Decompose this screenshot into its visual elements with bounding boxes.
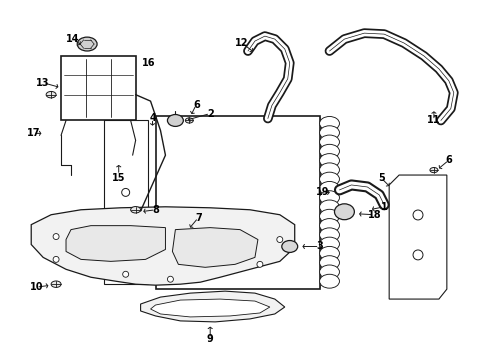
Bar: [61, 56, 135, 121]
Polygon shape: [150, 299, 269, 317]
Ellipse shape: [167, 114, 183, 126]
Ellipse shape: [122, 218, 129, 226]
Bar: [155, 116, 319, 289]
Text: 17: 17: [26, 129, 40, 138]
Ellipse shape: [185, 118, 193, 123]
Text: 10: 10: [29, 282, 43, 292]
Text: 14: 14: [66, 34, 80, 44]
Ellipse shape: [319, 219, 339, 233]
Ellipse shape: [281, 240, 297, 252]
Ellipse shape: [53, 234, 59, 239]
Ellipse shape: [319, 209, 339, 223]
Ellipse shape: [256, 261, 263, 267]
Text: 13: 13: [36, 78, 50, 88]
Ellipse shape: [276, 237, 282, 243]
Text: 9: 9: [206, 334, 213, 344]
Text: 2: 2: [206, 108, 213, 118]
Ellipse shape: [319, 228, 339, 242]
Ellipse shape: [319, 163, 339, 177]
Ellipse shape: [319, 135, 339, 149]
Text: 5: 5: [377, 173, 384, 183]
Ellipse shape: [319, 265, 339, 279]
Polygon shape: [388, 175, 446, 299]
Ellipse shape: [319, 200, 339, 214]
Ellipse shape: [319, 237, 339, 251]
Polygon shape: [31, 207, 294, 285]
Ellipse shape: [46, 91, 56, 98]
Text: 7: 7: [195, 213, 201, 223]
Ellipse shape: [319, 117, 339, 130]
Text: 1: 1: [380, 202, 387, 212]
Ellipse shape: [319, 154, 339, 167]
Ellipse shape: [51, 281, 61, 287]
Ellipse shape: [319, 256, 339, 270]
Text: 19: 19: [315, 187, 328, 197]
Ellipse shape: [412, 210, 422, 220]
Polygon shape: [172, 228, 257, 267]
Text: 4: 4: [149, 113, 156, 123]
Text: 16: 16: [142, 58, 155, 68]
Ellipse shape: [77, 37, 97, 51]
Text: 18: 18: [366, 210, 380, 220]
Ellipse shape: [319, 191, 339, 204]
Ellipse shape: [130, 207, 141, 213]
Text: 8: 8: [152, 205, 159, 215]
Ellipse shape: [412, 250, 422, 260]
Ellipse shape: [319, 247, 339, 260]
Ellipse shape: [167, 276, 173, 282]
Ellipse shape: [319, 126, 339, 140]
Ellipse shape: [122, 271, 128, 277]
Ellipse shape: [334, 204, 354, 220]
Text: 15: 15: [112, 173, 125, 183]
Text: 11: 11: [427, 116, 440, 126]
Ellipse shape: [122, 188, 129, 196]
Polygon shape: [141, 291, 284, 322]
Text: 6: 6: [445, 155, 451, 165]
Polygon shape: [66, 226, 165, 261]
Ellipse shape: [319, 172, 339, 186]
Ellipse shape: [319, 144, 339, 158]
Ellipse shape: [319, 181, 339, 195]
Ellipse shape: [53, 256, 59, 262]
Ellipse shape: [429, 167, 437, 173]
Text: 3: 3: [316, 242, 322, 252]
Ellipse shape: [319, 274, 339, 288]
Text: 6: 6: [192, 100, 199, 109]
Bar: [103, 121, 147, 284]
Text: 12: 12: [235, 38, 248, 48]
